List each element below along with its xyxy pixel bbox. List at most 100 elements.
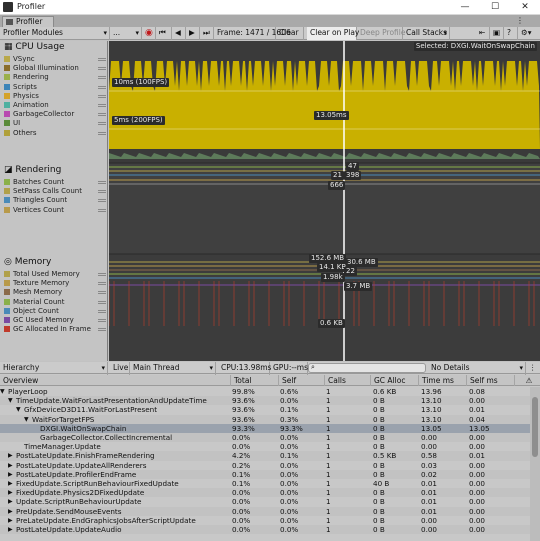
table-row[interactable]: ▶ PostLateUpdate.UpdateAudio 0.0% 0.0% 1 0 B 0… <box>0 525 530 535</box>
deep-profile-button[interactable]: Deep Profile <box>357 27 405 40</box>
expand-toggle-icon[interactable]: ▶ <box>8 516 13 524</box>
memory-legend-item[interactable]: Object Count <box>4 307 106 316</box>
table-row[interactable]: ▼ GfxDeviceD3D11.WaitForLastPresent 93.6% 0… <box>0 405 530 414</box>
cpu-legend-item[interactable]: Global Illumination <box>4 64 106 73</box>
table-row[interactable]: ▶ PreUpdate.SendMouseEvents 0.0% 0.0% 1 0 B 0.… <box>0 506 530 516</box>
memory-legend-item[interactable]: Total Used Memory <box>4 270 106 279</box>
drag-handle-icon[interactable] <box>98 85 106 89</box>
column-overview[interactable]: Overview <box>3 376 39 385</box>
expand-toggle-icon[interactable]: ▶ <box>8 480 13 487</box>
vertical-scrollbar[interactable] <box>530 387 540 541</box>
table-row[interactable]: ▶ FixedUpdate.Physics2DFixedUpdate 0.0% 0.0… <box>0 488 530 498</box>
table-row[interactable]: ▶ FixedUpdate.ScriptRunBehaviourFixedUpda… <box>0 479 530 488</box>
drag-handle-icon[interactable] <box>98 291 106 295</box>
last-frame-button[interactable]: ⏭ <box>200 27 214 40</box>
table-row[interactable]: ▼ TimeUpdate.WaitForLastPresentationAndUp… <box>0 396 530 406</box>
search-input[interactable]: ⌕ <box>308 363 426 373</box>
table-row[interactable]: TimeManager.Update 0.0% 0.0% 1 0 B 0.00 0.00 <box>0 442 530 451</box>
load-icon[interactable]: ⇤ <box>476 27 490 40</box>
drag-handle-icon[interactable] <box>98 122 106 126</box>
drag-handle-icon[interactable] <box>98 181 106 184</box>
drag-handle-icon[interactable] <box>98 300 106 304</box>
maximize-button[interactable]: ☐ <box>490 2 500 12</box>
table-row[interactable]: ▶ PreLateUpdate.EndGraphicsJobsAfterScrip… <box>0 516 530 525</box>
drag-handle-icon[interactable] <box>98 104 106 107</box>
drag-handle-icon[interactable] <box>98 328 106 332</box>
drag-handle-icon[interactable] <box>98 208 106 212</box>
cpu-legend-item[interactable]: Animation <box>4 101 106 110</box>
tab-menu-icon[interactable]: ⋮ <box>516 16 524 25</box>
next-frame-button[interactable]: ▶ <box>186 27 200 40</box>
minimize-button[interactable]: — <box>460 2 470 12</box>
drag-handle-icon[interactable] <box>98 309 106 313</box>
settings-icon[interactable]: ⚙▾ <box>521 28 532 37</box>
rendering-legend-item[interactable]: SetPass Calls Count <box>4 187 106 196</box>
close-button[interactable]: ✕ <box>521 2 529 12</box>
rendering-legend-item[interactable]: Batches Count <box>4 178 106 187</box>
drag-handle-icon[interactable] <box>98 131 106 135</box>
expand-toggle-icon[interactable]: ▼ <box>16 406 21 414</box>
profiler-modules-dropdown[interactable]: Profiler Modules <box>0 27 110 40</box>
table-row[interactable]: ▼ WaitForTargetFPS 93.6% 0.3% 1 0 B 13.10 0.04 <box>0 414 530 424</box>
drag-handle-icon[interactable] <box>98 319 106 322</box>
drag-handle-icon[interactable] <box>98 190 106 194</box>
drag-handle-icon[interactable] <box>98 58 106 61</box>
save-icon[interactable]: ▣ <box>490 27 504 40</box>
expand-toggle-icon[interactable]: ▶ <box>8 452 13 460</box>
expand-toggle-icon[interactable]: ▼ <box>0 388 5 395</box>
first-frame-button[interactable]: ⏮ <box>156 27 172 40</box>
rendering-legend-item[interactable]: Vertices Count <box>4 206 106 215</box>
expand-toggle-icon[interactable]: ▶ <box>8 470 13 478</box>
drag-handle-icon[interactable] <box>98 94 106 98</box>
expand-toggle-icon[interactable]: ▶ <box>8 489 13 497</box>
drag-handle-icon[interactable] <box>98 282 106 286</box>
table-row[interactable]: DXGI.WaitOnSwapChain 93.3% 93.3% 1 0 B 13.05 1… <box>0 423 530 433</box>
cpu-legend-item[interactable]: Others <box>4 129 106 138</box>
live-toggle[interactable]: Live <box>110 362 130 375</box>
table-row[interactable]: GarbageCollector.CollectIncremental 0.0% 0… <box>0 433 530 443</box>
clear-on-play-button[interactable]: Clear on Play <box>307 27 359 40</box>
drag-handle-icon[interactable] <box>98 199 106 203</box>
expand-toggle-icon[interactable]: ▶ <box>8 498 13 506</box>
table-row[interactable]: ▶ PostLateUpdate.FinishFrameRendering 4.2%… <box>0 451 530 461</box>
column-gc-alloc[interactable]: GC Alloc <box>370 375 418 386</box>
column-time-ms[interactable]: Time ms <box>418 375 466 386</box>
thread-dropdown[interactable]: Main Thread <box>130 362 216 375</box>
column-total[interactable]: Total <box>230 375 278 386</box>
memory-legend-item[interactable]: GC Allocated In Frame <box>4 325 106 334</box>
memory-legend-item[interactable]: GC Used Memory <box>4 316 106 325</box>
drag-handle-icon[interactable] <box>98 113 106 117</box>
column-self-ms[interactable]: Self ms <box>466 375 514 386</box>
clear-button[interactable]: Clear <box>276 27 304 40</box>
column-self[interactable]: Self <box>278 375 324 386</box>
expand-toggle-icon[interactable]: ▼ <box>8 397 13 405</box>
expand-toggle-icon[interactable]: ▼ <box>24 415 29 423</box>
expand-toggle-icon[interactable]: ▶ <box>8 526 13 533</box>
expand-toggle-icon[interactable]: ▶ <box>8 461 13 469</box>
table-row[interactable]: ▶ Update.ScriptRunBehaviourUpdate 0.0% 0.0%… <box>0 497 530 506</box>
memory-legend-item[interactable]: Texture Memory <box>4 279 106 288</box>
cpu-legend-item[interactable]: Physics <box>4 92 106 101</box>
cpu-legend-item[interactable]: UI <box>4 119 106 128</box>
target-dropdown[interactable]: ... <box>110 27 142 40</box>
record-button[interactable]: ◉ <box>142 27 156 40</box>
warning-icon[interactable]: ⚠ <box>514 375 540 386</box>
charts-area[interactable]: Selected: DXGI.WaitOnSwapChain 10ms (100… <box>109 41 540 361</box>
view-dropdown[interactable]: Hierarchy <box>0 362 108 375</box>
cpu-legend-item[interactable]: Scripts <box>4 83 106 92</box>
call-stacks-dropdown[interactable]: Call Stacks <box>403 27 450 40</box>
cpu-legend-item[interactable]: GarbageCollector <box>4 110 106 119</box>
drag-handle-icon[interactable] <box>98 273 106 276</box>
table-row[interactable]: ▶ PostLateUpdate.UpdateAllRenderers 0.2% 0.… <box>0 461 530 470</box>
help-icon[interactable]: ? <box>504 27 518 40</box>
rendering-legend-item[interactable]: Triangles Count <box>4 196 106 205</box>
drag-handle-icon[interactable] <box>98 67 106 71</box>
table-row[interactable]: ▼ PlayerLoop 99.8% 0.6% 1 0.6 KB 13.96 0.08 <box>0 387 530 396</box>
memory-legend-item[interactable]: Material Count <box>4 298 106 307</box>
expand-toggle-icon[interactable]: ▶ <box>8 507 13 515</box>
column-calls[interactable]: Calls <box>324 375 370 386</box>
memory-legend-item[interactable]: Mesh Memory <box>4 288 106 297</box>
details-menu-icon[interactable]: ⋮ <box>529 363 537 372</box>
table-row[interactable]: ▶ PostLateUpdate.ProfilerEndFrame 0.1% 0.0%… <box>0 469 530 479</box>
drag-handle-icon[interactable] <box>98 76 106 80</box>
